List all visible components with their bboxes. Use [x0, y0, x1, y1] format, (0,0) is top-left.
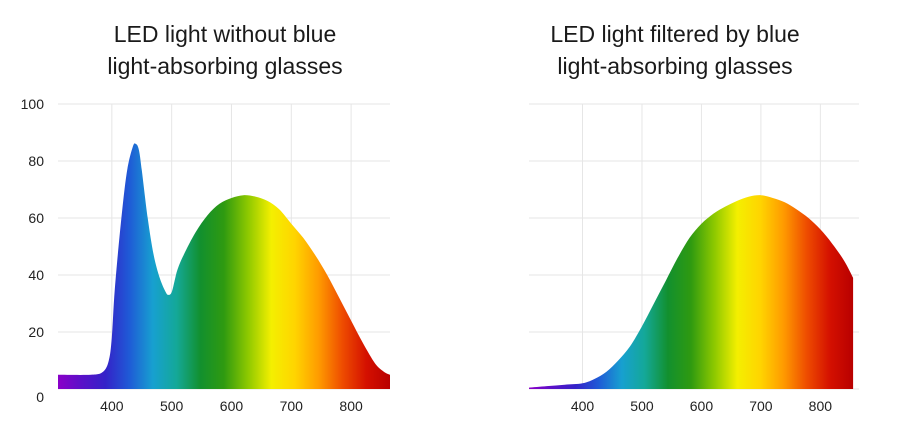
left-y-tick-label-20: 20	[28, 324, 44, 340]
left-chart-panel: LED light without blue light-absorbing g…	[0, 18, 450, 414]
left-x-tick-label-600: 600	[220, 398, 244, 414]
right-x-tick-label-600: 600	[690, 398, 714, 414]
left-y-tick-label-40: 40	[28, 267, 44, 283]
right-x-tick-label-700: 700	[749, 398, 773, 414]
left-y-tick-label-100: 100	[21, 96, 45, 112]
left-y-tick-label-80: 80	[28, 153, 44, 169]
right-spectrum-area	[529, 195, 854, 389]
left-chart-title: LED light without blue light-absorbing g…	[0, 18, 450, 82]
left-x-tick-label-500: 500	[160, 398, 184, 414]
left-x-tick-label-800: 800	[339, 398, 363, 414]
right-chart-panel: LED light filtered by blue light-absorbi…	[450, 0, 900, 445]
left-title-line-2: light-absorbing glasses	[107, 53, 343, 79]
left-x-tick-label-400: 400	[100, 398, 124, 414]
right-chart-title: LED light filtered by blue light-absorbi…	[450, 18, 900, 82]
right-x-tick-label-800: 800	[809, 398, 833, 414]
right-title-line-2: light-absorbing glasses	[557, 53, 793, 79]
right-x-tick-label-400: 400	[571, 398, 595, 414]
left-spectrum-chart: 0 20 40 60 80 100 400 500 600 700 800	[21, 96, 390, 414]
left-x-tick-label-700: 700	[280, 398, 304, 414]
left-y-tick-label-60: 60	[28, 210, 44, 226]
right-x-tick-label-500: 500	[630, 398, 654, 414]
left-spectrum-area	[58, 143, 390, 389]
left-title-line-1: LED light without blue	[113, 21, 337, 47]
left-y-tick-label-0: 0	[36, 389, 44, 405]
right-title-line-1: LED light filtered by blue	[550, 21, 800, 47]
